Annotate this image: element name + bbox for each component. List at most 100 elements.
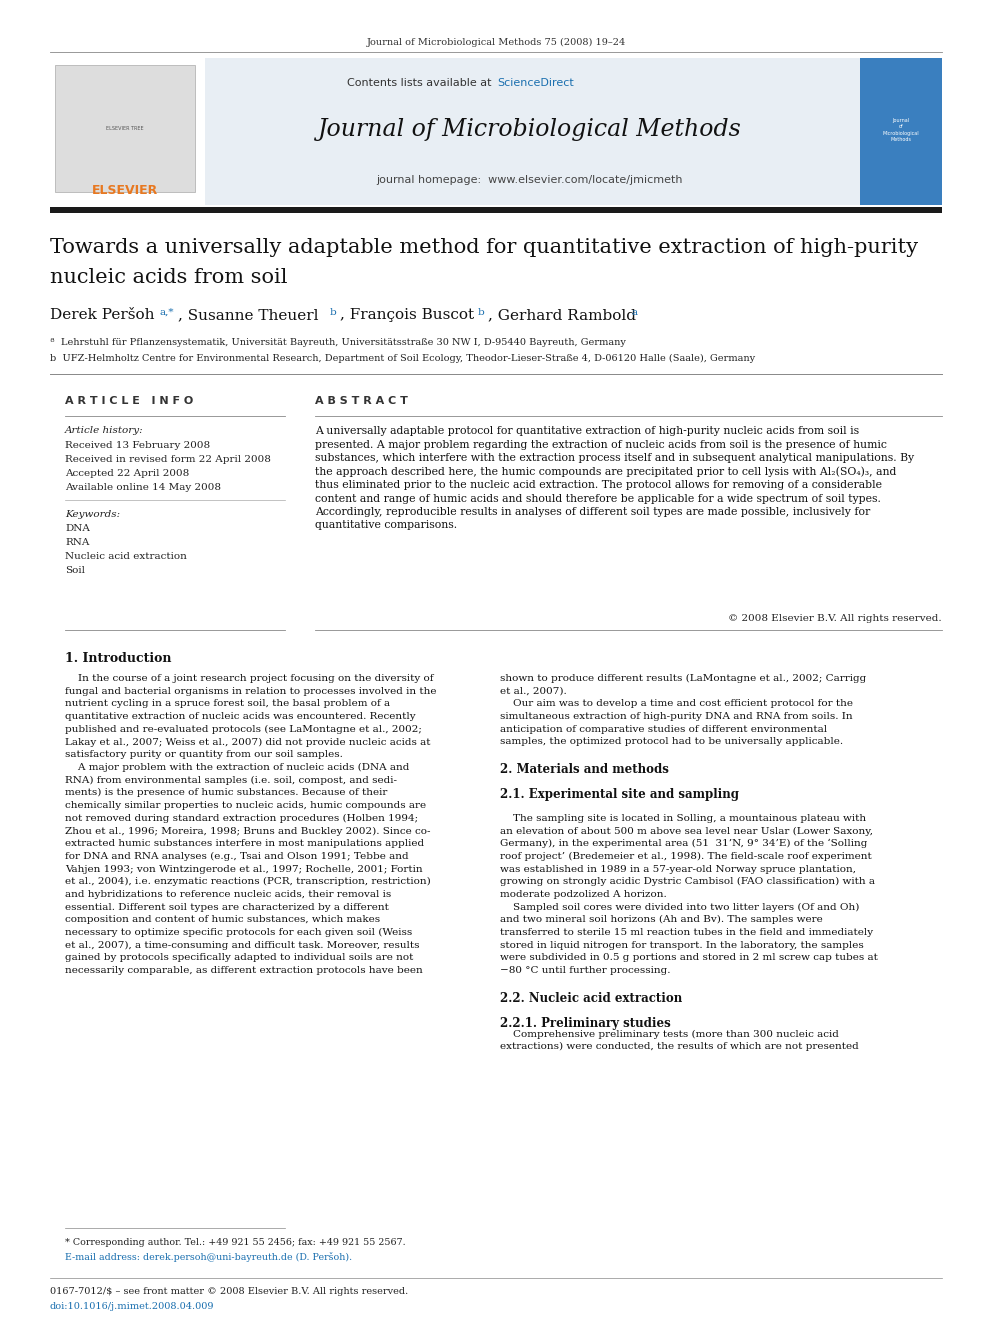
Text: 0167-7012/$ – see front matter © 2008 Elsevier B.V. All rights reserved.: 0167-7012/$ – see front matter © 2008 El…: [50, 1287, 409, 1297]
Text: ª  Lehrstuhl für Pflanzensystematik, Universität Bayreuth, Universitätsstraße 30: ª Lehrstuhl für Pflanzensystematik, Univ…: [50, 337, 626, 347]
Text: In the course of a joint research project focusing on the diversity of: In the course of a joint research projec…: [65, 673, 434, 683]
Text: 1. Introduction: 1. Introduction: [65, 652, 172, 665]
Text: b  UFZ-Helmholtz Centre for Environmental Research, Department of Soil Ecology, : b UFZ-Helmholtz Centre for Environmental…: [50, 355, 755, 363]
Text: a,*: a,*: [160, 308, 175, 318]
Text: simultaneous extraction of high-purity DNA and RNA from soils. In: simultaneous extraction of high-purity D…: [500, 712, 853, 721]
Text: ELSEVIER: ELSEVIER: [92, 184, 158, 197]
Text: extracted humic substances interfere in most manipulations applied: extracted humic substances interfere in …: [65, 839, 425, 848]
Text: doi:10.1016/j.mimet.2008.04.009: doi:10.1016/j.mimet.2008.04.009: [50, 1302, 214, 1311]
Text: ELSEVIER TREE: ELSEVIER TREE: [106, 126, 144, 131]
Text: necessarily comparable, as different extraction protocols have been: necessarily comparable, as different ext…: [65, 966, 423, 975]
Text: essential. Different soil types are characterized by a different: essential. Different soil types are char…: [65, 902, 389, 912]
Text: necessary to optimize specific protocols for each given soil (Weiss: necessary to optimize specific protocols…: [65, 927, 413, 937]
Text: Available online 14 May 2008: Available online 14 May 2008: [65, 483, 221, 492]
Text: Lakay et al., 2007; Weiss et al., 2007) did not provide nucleic acids at: Lakay et al., 2007; Weiss et al., 2007) …: [65, 737, 431, 746]
Text: moderate podzolized A horizon.: moderate podzolized A horizon.: [500, 890, 667, 898]
Text: 2.2. Nucleic acid extraction: 2.2. Nucleic acid extraction: [500, 991, 682, 1004]
Text: A B S T R A C T: A B S T R A C T: [315, 396, 408, 406]
Text: b: b: [330, 308, 336, 318]
Text: nutrient cycling in a spruce forest soil, the basal problem of a: nutrient cycling in a spruce forest soil…: [65, 700, 390, 708]
Text: satisfactory purity or quantity from our soil samples.: satisfactory purity or quantity from our…: [65, 750, 343, 759]
Text: stored in liquid nitrogen for transport. In the laboratory, the samples: stored in liquid nitrogen for transport.…: [500, 941, 864, 950]
Text: Germany), in the experimental area (51  31’N, 9° 34’E) of the ‘Solling: Germany), in the experimental area (51 3…: [500, 839, 867, 848]
Text: Received 13 February 2008: Received 13 February 2008: [65, 441, 210, 450]
Text: A R T I C L E   I N F O: A R T I C L E I N F O: [65, 396, 193, 406]
Text: ScienceDirect: ScienceDirect: [497, 78, 573, 89]
Text: The sampling site is located in Solling, a mountainous plateau with: The sampling site is located in Solling,…: [500, 814, 866, 823]
Text: roof project’ (Bredemeier et al., 1998). The field-scale roof experiment: roof project’ (Bredemeier et al., 1998).…: [500, 852, 872, 861]
Text: composition and content of humic substances, which makes: composition and content of humic substan…: [65, 916, 380, 925]
Text: quantitative comparisons.: quantitative comparisons.: [315, 520, 457, 531]
Text: substances, which interfere with the extraction process itself and in subsequent: substances, which interfere with the ext…: [315, 452, 914, 463]
Text: , François Buscot: , François Buscot: [340, 308, 479, 321]
Text: Contents lists available at: Contents lists available at: [347, 78, 495, 89]
Text: Zhou et al., 1996; Moreira, 1998; Bruns and Buckley 2002). Since co-: Zhou et al., 1996; Moreira, 1998; Bruns …: [65, 827, 431, 836]
Text: b: b: [478, 308, 485, 318]
Text: 2.1. Experimental site and sampling: 2.1. Experimental site and sampling: [500, 789, 739, 802]
Text: content and range of humic acids and should therefore be applicable for a wide s: content and range of humic acids and sho…: [315, 493, 881, 504]
Text: journal homepage:  www.elsevier.com/locate/jmicmeth: journal homepage: www.elsevier.com/locat…: [377, 175, 683, 185]
Text: Journal of Microbiological Methods: Journal of Microbiological Methods: [318, 118, 742, 142]
Text: quantitative extraction of nucleic acids was encountered. Recently: quantitative extraction of nucleic acids…: [65, 712, 416, 721]
Text: E-mail address: derek.persoh@uni-bayreuth.de (D. Peršoh).: E-mail address: derek.persoh@uni-bayreut…: [65, 1252, 352, 1262]
Text: chemically similar properties to nucleic acids, humic compounds are: chemically similar properties to nucleic…: [65, 800, 427, 810]
Text: fungal and bacterial organisms in relation to processes involved in the: fungal and bacterial organisms in relati…: [65, 687, 436, 696]
Text: Accordingly, reproducible results in analyses of different soil types are made p: Accordingly, reproducible results in ana…: [315, 507, 870, 517]
Text: was established in 1989 in a 57-year-old Norway spruce plantation,: was established in 1989 in a 57-year-old…: [500, 864, 856, 873]
Text: thus eliminated prior to the nucleic acid extraction. The protocol allows for re: thus eliminated prior to the nucleic aci…: [315, 480, 882, 490]
Text: not removed during standard extraction procedures (Holben 1994;: not removed during standard extraction p…: [65, 814, 418, 823]
Text: et al., 2007), a time-consuming and difficult task. Moreover, results: et al., 2007), a time-consuming and diff…: [65, 941, 420, 950]
Text: et al., 2004), i.e. enzymatic reactions (PCR, transcription, restriction): et al., 2004), i.e. enzymatic reactions …: [65, 877, 431, 886]
Text: Received in revised form 22 April 2008: Received in revised form 22 April 2008: [65, 455, 271, 464]
Text: Sampled soil cores were divided into two litter layers (Of and Oh): Sampled soil cores were divided into two…: [500, 902, 859, 912]
Text: a: a: [632, 308, 638, 318]
Text: −80 °C until further processing.: −80 °C until further processing.: [500, 966, 671, 975]
Text: et al., 2007).: et al., 2007).: [500, 687, 566, 696]
Text: Nucleic acid extraction: Nucleic acid extraction: [65, 552, 186, 561]
Text: Vahjen 1993; von Wintzingerode et al., 1997; Rochelle, 2001; Fortin: Vahjen 1993; von Wintzingerode et al., 1…: [65, 864, 423, 873]
Text: and two mineral soil horizons (Ah and Bv). The samples were: and two mineral soil horizons (Ah and Bv…: [500, 916, 822, 925]
Text: nucleic acids from soil: nucleic acids from soil: [50, 269, 288, 287]
Text: Towards a universally adaptable method for quantitative extraction of high-purit: Towards a universally adaptable method f…: [50, 238, 919, 257]
Text: gained by protocols specifically adapted to individual soils are not: gained by protocols specifically adapted…: [65, 954, 414, 962]
Text: for DNA and RNA analyses (e.g., Tsai and Olson 1991; Tebbe and: for DNA and RNA analyses (e.g., Tsai and…: [65, 852, 409, 861]
Bar: [205, 58, 860, 205]
Text: shown to produce different results (LaMontagne et al., 2002; Carrigg: shown to produce different results (LaMo…: [500, 673, 866, 683]
Text: an elevation of about 500 m above sea level near Uslar (Lower Saxony,: an elevation of about 500 m above sea le…: [500, 827, 873, 836]
Text: 2.2.1. Preliminary studies: 2.2.1. Preliminary studies: [500, 1017, 671, 1029]
Text: 2. Materials and methods: 2. Materials and methods: [500, 763, 669, 775]
Text: © 2008 Elsevier B.V. All rights reserved.: © 2008 Elsevier B.V. All rights reserved…: [728, 614, 942, 623]
Text: presented. A major problem regarding the extraction of nucleic acids from soil i: presented. A major problem regarding the…: [315, 439, 887, 450]
Text: , Susanne Theuerl: , Susanne Theuerl: [178, 308, 323, 321]
Text: transferred to sterile 15 ml reaction tubes in the field and immediately: transferred to sterile 15 ml reaction tu…: [500, 927, 873, 937]
Text: the approach described here, the humic compounds are precipitated prior to cell : the approach described here, the humic c…: [315, 467, 897, 478]
Text: Accepted 22 April 2008: Accepted 22 April 2008: [65, 468, 189, 478]
Text: , Gerhard Rambold: , Gerhard Rambold: [488, 308, 641, 321]
Bar: [860, 58, 942, 205]
Text: and hybridizations to reference nucleic acids, their removal is: and hybridizations to reference nucleic …: [65, 890, 391, 898]
Text: * Corresponding author. Tel.: +49 921 55 2456; fax: +49 921 55 2567.: * Corresponding author. Tel.: +49 921 55…: [65, 1238, 406, 1248]
Text: extractions) were conducted, the results of which are not presented: extractions) were conducted, the results…: [500, 1043, 859, 1052]
Bar: [50, 58, 205, 205]
Bar: [50, 206, 942, 213]
Text: ments) is the presence of humic substances. Because of their: ments) is the presence of humic substanc…: [65, 789, 387, 798]
Text: Comprehensive preliminary tests (more than 300 nucleic acid: Comprehensive preliminary tests (more th…: [500, 1029, 839, 1039]
Text: Our aim was to develop a time and cost efficient protocol for the: Our aim was to develop a time and cost e…: [500, 700, 853, 708]
Text: RNA: RNA: [65, 538, 89, 546]
Text: were subdivided in 0.5 g portions and stored in 2 ml screw cap tubes at: were subdivided in 0.5 g portions and st…: [500, 954, 878, 962]
Bar: [55, 65, 195, 192]
Text: samples, the optimized protocol had to be universally applicable.: samples, the optimized protocol had to b…: [500, 737, 843, 746]
Text: RNA) from environmental samples (i.e. soil, compost, and sedi-: RNA) from environmental samples (i.e. so…: [65, 775, 397, 785]
Text: Journal of Microbiological Methods 75 (2008) 19–24: Journal of Microbiological Methods 75 (2…: [366, 38, 626, 48]
Text: A major problem with the extraction of nucleic acids (DNA and: A major problem with the extraction of n…: [65, 763, 410, 773]
Text: Soil: Soil: [65, 566, 85, 576]
Text: Derek Peršoh: Derek Peršoh: [50, 308, 160, 321]
Text: A universally adaptable protocol for quantitative extraction of high-purity nucl: A universally adaptable protocol for qua…: [315, 426, 859, 437]
Text: anticipation of comparative studies of different environmental: anticipation of comparative studies of d…: [500, 725, 827, 734]
Text: Article history:: Article history:: [65, 426, 144, 435]
Text: published and re-evaluated protocols (see LaMontagne et al., 2002;: published and re-evaluated protocols (se…: [65, 725, 422, 734]
Text: Journal
of
Microbiological
Methods: Journal of Microbiological Methods: [883, 118, 920, 143]
Text: DNA: DNA: [65, 524, 90, 533]
Text: Keywords:: Keywords:: [65, 509, 120, 519]
Text: growing on strongly acidic Dystric Cambisol (FAO classification) with a: growing on strongly acidic Dystric Cambi…: [500, 877, 875, 886]
